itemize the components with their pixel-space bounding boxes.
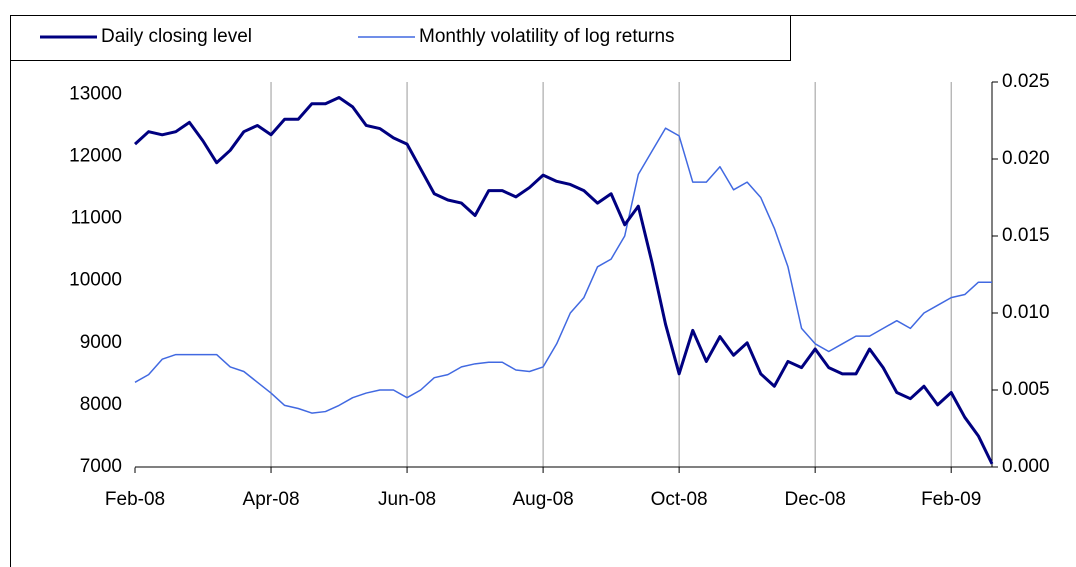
y-tick-label: 8000: [80, 394, 122, 415]
y-tick-label: 13000: [69, 83, 122, 104]
x-tick-label: Aug-08: [512, 489, 573, 510]
series-line: [134, 127, 992, 414]
y2-tick-label: 0.015: [1002, 225, 1050, 246]
legend-box: [10, 15, 791, 61]
y2-tick-label: 0.020: [1002, 148, 1050, 169]
x-tick-label: Feb-08: [105, 489, 165, 510]
y-tick-label: 11000: [71, 208, 122, 229]
legend-label: Monthly volatility of log returns: [419, 26, 675, 47]
x-tick-label: Jun-08: [378, 489, 436, 510]
y2-tick-label: 0.010: [1002, 302, 1050, 323]
y2-tick-label: 0.005: [1002, 379, 1050, 400]
y2-tick-label: 0.000: [1002, 456, 1050, 477]
x-tick-label: Oct-08: [651, 489, 708, 510]
y-tick-label: 7000: [80, 456, 122, 477]
y2-tick-label: 0.025: [1002, 71, 1050, 92]
x-tick-label: Dec-08: [785, 489, 846, 510]
legend-label: Daily closing level: [101, 26, 252, 47]
x-tick-label: Apr-08: [243, 489, 300, 510]
y-tick-label: 12000: [69, 146, 122, 167]
y-tick-label: 10000: [69, 270, 122, 291]
series-line: [133, 96, 994, 465]
x-tick-label: Feb-09: [921, 489, 981, 510]
y-tick-label: 9000: [80, 332, 122, 353]
